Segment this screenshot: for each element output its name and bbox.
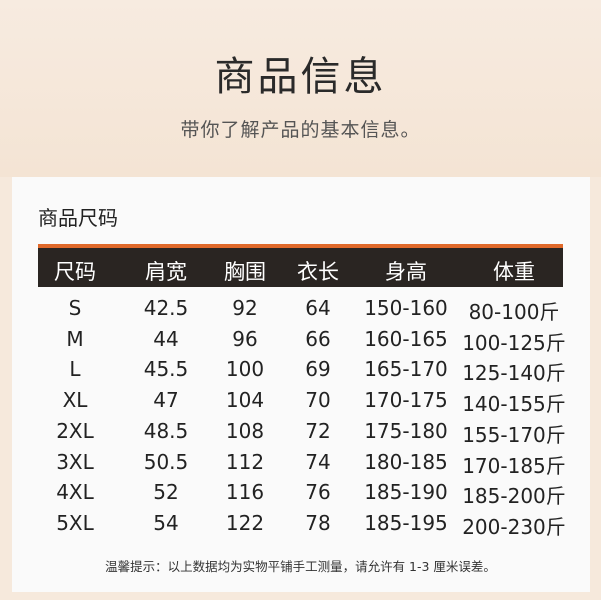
table-row: 3XL 50.5 112 74 180-185 170-185斤: [0, 450, 601, 480]
table-row: 2XL 48.5 108 72 175-180 155-170斤: [0, 419, 601, 449]
measurement-note: 温馨提示：以上数据均为实物平铺手工测量，请允许有 1-3 厘米误差。: [105, 559, 496, 574]
table-cell: 155-170斤: [462, 422, 566, 447]
table-cell: 185-200斤: [462, 484, 566, 509]
table-cell: XL: [62, 388, 88, 413]
table-cell: 80-100斤: [468, 300, 560, 324]
table-header: 尺码 肩宽 胸围 衣长 身高 体重: [38, 244, 563, 287]
table-cell: 140-155斤: [462, 392, 566, 417]
table-cell: 125-140斤: [462, 361, 566, 386]
table-cell: 66: [305, 326, 331, 351]
table-cell: 3XL: [56, 449, 94, 474]
table-cell: 185-195: [364, 510, 448, 535]
table-cell: 50.5: [143, 449, 189, 474]
table-cell: 100-125斤: [462, 330, 566, 355]
table-cell: 160-165: [364, 326, 448, 351]
table-cell: 4XL: [56, 480, 94, 505]
table-cell: 96: [232, 326, 258, 351]
table-cell: 69: [305, 357, 331, 382]
table-cell: 70: [305, 388, 331, 413]
table-cell: 64: [305, 296, 331, 320]
table-row: 5XL 54 122 78 185-195 200-230斤: [0, 511, 601, 541]
page-subtitle: 带你了解产品的基本信息。: [180, 119, 421, 141]
table-row: 4XL 52 116 76 185-190 185-200斤: [0, 480, 601, 510]
table-cell: 200-230斤: [462, 514, 566, 539]
table-cell: 78: [305, 510, 331, 535]
table-cell: 45.5: [143, 357, 189, 382]
page-title: 商品信息: [214, 54, 387, 100]
table-cell: 44: [153, 326, 179, 351]
table-cell: 165-170: [364, 357, 448, 382]
table-cell: 170-175: [364, 388, 448, 413]
table-cell: M: [66, 326, 84, 351]
column-header: 身高: [385, 260, 427, 284]
column-header: 尺码: [54, 260, 96, 284]
table-cell: 185-190: [364, 480, 448, 505]
table-row: S 42.5 92 64 150-160 80-100斤: [0, 296, 601, 326]
table-cell: S: [68, 296, 82, 320]
table-cell: 116: [225, 480, 265, 505]
table-cell: 5XL: [56, 510, 94, 535]
table-cell: 112: [225, 449, 265, 474]
table-cell: 122: [225, 510, 265, 535]
table-row: XL 47 104 70 170-175 140-155斤: [0, 388, 601, 418]
table-cell: 104: [225, 388, 265, 413]
table-cell: 47: [153, 388, 179, 413]
table-row: L 45.5 100 69 165-170 125-140斤: [0, 357, 601, 387]
table-cell: 48.5: [143, 418, 189, 443]
table-cell: 2XL: [56, 418, 94, 443]
table-cell: 175-180: [364, 418, 448, 443]
section-title: 商品尺码: [38, 206, 118, 230]
table-cell: 150-160: [364, 296, 448, 320]
header-banner: 商品信息 带你了解产品的基本信息。: [0, 0, 601, 177]
column-header: 肩宽: [145, 260, 187, 284]
column-header: 胸围: [224, 260, 266, 284]
table-cell: 108: [225, 418, 265, 443]
column-header: 衣长: [297, 260, 339, 284]
table-cell: 42.5: [143, 296, 189, 320]
table-cell: 76: [305, 480, 331, 505]
table-cell: 74: [305, 449, 331, 474]
table-cell: 92: [232, 296, 258, 320]
column-header: 体重: [493, 260, 535, 284]
table-cell: 100: [225, 357, 265, 382]
table-cell: L: [69, 357, 81, 382]
table-cell: 54: [153, 510, 179, 535]
table-cell: 72: [305, 418, 331, 443]
table-cell: 52: [153, 480, 179, 505]
table-cell: 180-185: [364, 449, 448, 474]
table-row: M 44 96 66 160-165 100-125斤: [0, 327, 601, 357]
table-cell: 170-185斤: [462, 453, 566, 478]
